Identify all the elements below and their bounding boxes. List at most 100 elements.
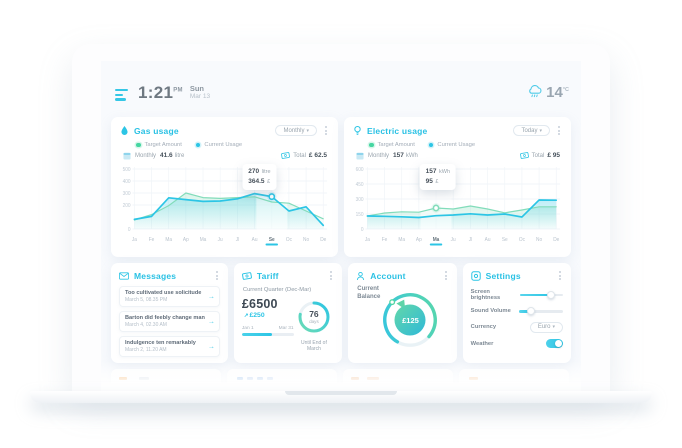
svg-text:500: 500 — [123, 167, 131, 173]
account-menu-icon[interactable] — [443, 269, 449, 282]
svg-text:300: 300 — [123, 191, 131, 197]
svg-text:150: 150 — [356, 212, 364, 218]
account-balance-value: £125 — [402, 315, 419, 325]
tariff-menu-icon[interactable] — [328, 269, 334, 282]
svg-text:Ma: Ma — [398, 237, 405, 243]
target-dot-icon — [369, 142, 374, 148]
laptop-base-notch — [285, 391, 397, 395]
message-item[interactable]: Indulgence ten remarkably March 2, 11.20… — [119, 336, 220, 357]
svg-text:600: 600 — [356, 167, 364, 173]
tariff-progress-fill — [241, 333, 272, 336]
days-remaining-unit: days — [309, 318, 319, 324]
svg-text:Ma: Ma — [165, 237, 172, 243]
gas-period-label: Monthly — [135, 152, 157, 159]
message-time: March 2, 11.20 AM — [125, 347, 167, 353]
arrow-right-icon: → — [207, 318, 215, 325]
messages-title: Messages — [134, 270, 177, 281]
gas-period-dropdown[interactable]: Monthly ▾ — [275, 125, 317, 136]
tariff-title: Tariff — [256, 270, 279, 281]
svg-text:Ja: Ja — [132, 237, 137, 243]
svg-text:Au: Au — [252, 237, 258, 243]
hamburger-menu-icon[interactable] — [115, 89, 128, 101]
laptop-mockup: 1:21PM Sun Mar 13 14°C — [72, 44, 610, 391]
arrow-right-icon: → — [207, 343, 215, 350]
electric-total-value: £ 95 — [547, 152, 560, 159]
electric-period-label: Monthly — [368, 152, 390, 159]
target-dot-icon — [136, 142, 141, 148]
chevron-down-icon: ▾ — [552, 324, 556, 330]
person-icon — [357, 271, 365, 280]
gas-chart-area[interactable]: 500 400 300 200 0 Ja Fe Ma Ap Ma Ju Jl Au Se Oc No De 27… — [120, 162, 329, 246]
message-item[interactable]: Too cultivated use solicitude March 5, 0… — [119, 286, 220, 307]
electric-period-dropdown[interactable]: Today ▾ — [513, 125, 550, 136]
gas-total-value: £ 62.5 — [308, 152, 327, 159]
tariff-subtitle: Current Quarter (Dec-Mar) — [242, 287, 312, 293]
message-title: Barton did feebly change man — [125, 315, 205, 321]
money-icon — [519, 152, 529, 159]
balance-gauge — [383, 293, 438, 347]
messages-menu-icon[interactable] — [214, 269, 220, 282]
currency-label: Currency — [470, 324, 497, 330]
electric-chart-area[interactable]: 600 450 300 150 0 Ja Fe Ma Ap Ma Ju Jl Au Se Oc No De 15… — [353, 162, 562, 246]
svg-text:0: 0 — [128, 227, 131, 233]
tariff-delta: ↗£250 — [243, 312, 265, 319]
svg-text:Ma: Ma — [200, 237, 207, 243]
currency-dropdown[interactable]: Euro ▾ — [529, 321, 564, 333]
weather-toggle[interactable] — [546, 339, 564, 348]
gas-usage-chart[interactable]: 500 400 300 200 0Ja Fe Ma Ap Ma Ju Jl Au Se Oc No De — [120, 162, 329, 246]
account-card: Account Current Balance — [348, 263, 457, 363]
clock-day: Sun — [189, 84, 205, 93]
brightness-slider[interactable] — [520, 290, 564, 299]
electric-chart-tooltip: 157 kWh 95 £ — [419, 164, 457, 190]
dashboard-screen: 1:21PM Sun Mar 13 14°C — [101, 61, 581, 391]
svg-text:Oc: Oc — [286, 237, 293, 243]
svg-text:0: 0 — [361, 227, 364, 233]
svg-text:450: 450 — [356, 182, 364, 188]
svg-text:300: 300 — [356, 197, 364, 203]
message-title: Too cultivated use solicitude — [125, 290, 202, 296]
days-remaining-value: 76 — [309, 309, 319, 320]
slider-knob[interactable] — [546, 290, 555, 299]
tariff-range-end: Mar 31 — [278, 326, 294, 331]
days-ring-gauge — [298, 301, 330, 333]
slider-knob[interactable] — [527, 307, 536, 315]
svg-text:Ja: Ja — [365, 237, 370, 243]
volume-slider[interactable] — [519, 307, 564, 315]
legend-target-amount[interactable]: Target Amount — [136, 142, 182, 148]
current-dot-icon — [195, 142, 201, 148]
gas-drop-icon — [121, 126, 128, 135]
clock-meridiem: PM — [173, 87, 183, 94]
svg-text:Fe: Fe — [149, 237, 155, 243]
electric-usage-card: Electric usage Today ▾ Target Amount Curr… — [344, 117, 571, 257]
electric-usage-unit: kWh — [405, 152, 418, 159]
message-item[interactable]: Barton did feebly change man March 4, 02… — [119, 311, 220, 332]
account-title: Account — [370, 270, 406, 281]
weather-widget: 14°C — [527, 84, 569, 101]
svg-text:Ma: Ma — [433, 237, 440, 243]
settings-title: Settings — [485, 270, 521, 281]
gas-total-label: Total — [293, 152, 306, 159]
messages-card: Messages Too cultivated use solicitude M… — [111, 263, 228, 363]
electric-usage-chart[interactable]: 600 450 300 150 0Ja Fe Ma Ap Ma Ju Jl Au Se Oc No De — [353, 162, 562, 246]
laptop-base — [30, 391, 652, 403]
legend-current-usage[interactable]: Current Usage — [195, 142, 242, 148]
gas-card-title: Gas usage — [134, 125, 179, 136]
tariff-amount: £6500 — [241, 297, 278, 311]
gauge-marker-dot — [389, 299, 396, 306]
electric-card-menu-icon[interactable] — [556, 124, 562, 137]
legend-current-usage[interactable]: Current Usage — [428, 142, 475, 148]
svg-text:Se: Se — [269, 237, 275, 243]
svg-text:Se: Se — [502, 237, 508, 243]
svg-text:Fe: Fe — [382, 237, 388, 243]
topbar: 1:21PM Sun Mar 13 14°C — [113, 83, 569, 109]
electric-total-label: Total — [531, 152, 545, 159]
gas-chart-tooltip: 270 litre 364.5 £ — [242, 164, 277, 190]
legend-target-amount[interactable]: Target Amount — [369, 142, 415, 148]
tariff-progress-bar — [241, 333, 294, 336]
svg-text:De: De — [553, 237, 559, 243]
svg-text:No: No — [536, 237, 542, 243]
svg-text:Ap: Ap — [416, 237, 422, 243]
gear-icon — [470, 270, 481, 281]
settings-menu-icon[interactable] — [557, 269, 563, 282]
gas-card-menu-icon[interactable] — [323, 124, 329, 137]
